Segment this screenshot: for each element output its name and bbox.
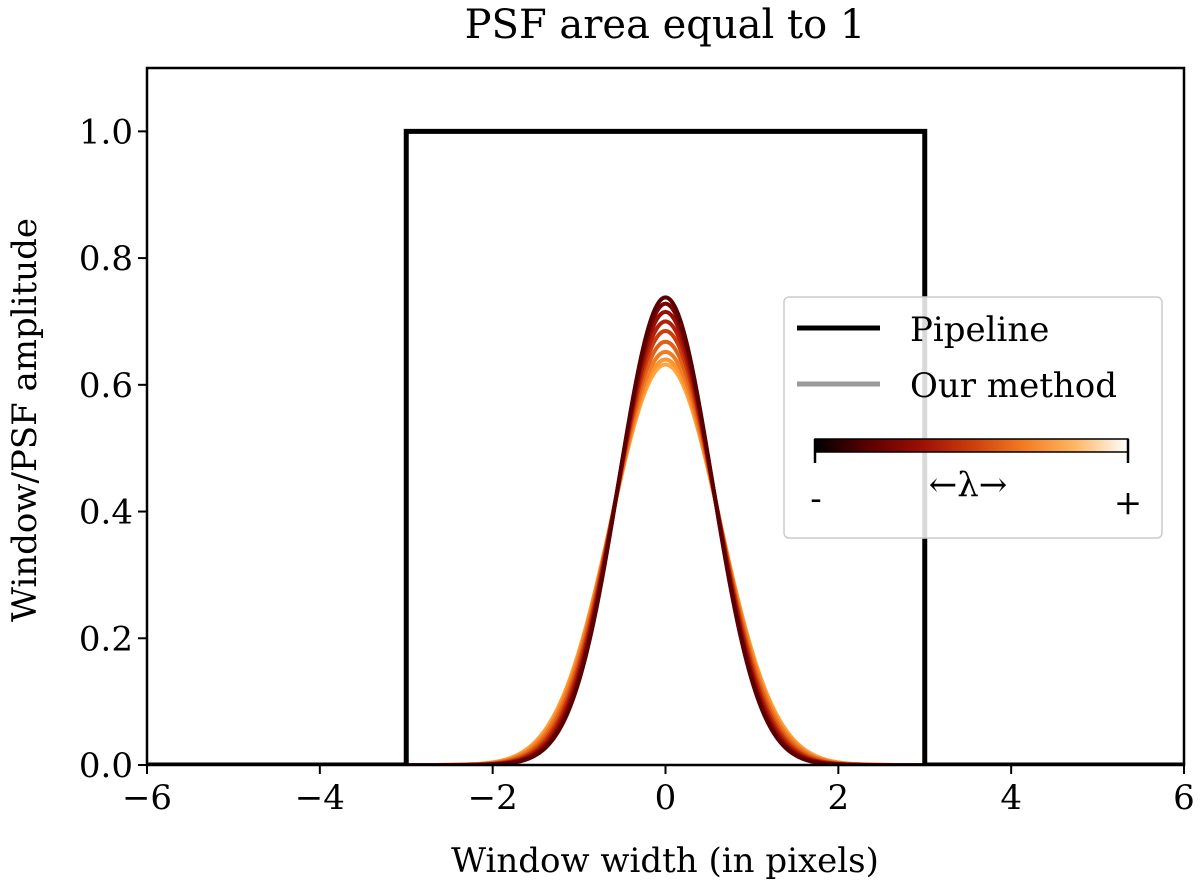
x-tick-label: −6 xyxy=(122,778,172,818)
our-method-curve xyxy=(147,362,1184,765)
our-method-curve xyxy=(147,295,1184,765)
colorbar-lambda-label: ←λ→ xyxy=(929,465,1008,505)
x-axis-ticks: −6 −4 −2 0 2 4 6 xyxy=(122,765,1195,818)
y-tick-label: 0.6 xyxy=(79,366,133,406)
legend: Pipeline Our method - ←λ→ + xyxy=(783,296,1163,539)
our-method-curve xyxy=(147,339,1184,765)
our-method-curve xyxy=(147,357,1184,765)
our-method-curve xyxy=(147,301,1184,765)
colorbar-min-label: - xyxy=(810,479,822,519)
y-tick-label: 0.0 xyxy=(79,746,133,786)
our-method-curve xyxy=(147,349,1184,765)
y-axis-ticks: 0.0 0.2 0.4 0.6 0.8 1.0 xyxy=(79,112,147,786)
legend-label-our-method: Our method xyxy=(910,366,1117,406)
y-tick-label: 1.0 xyxy=(79,112,133,152)
plot-curves xyxy=(147,128,1184,765)
lambda-colorbar xyxy=(814,438,1129,453)
x-tick-label: 0 xyxy=(655,778,677,818)
pipeline-window-line xyxy=(147,128,1184,765)
legend-label-pipeline: Pipeline xyxy=(910,310,1049,350)
y-tick-label: 0.8 xyxy=(79,239,133,279)
x-tick-label: 2 xyxy=(828,778,850,818)
our-method-curve xyxy=(147,328,1184,765)
y-axis-label: Window/PSF amplitude xyxy=(5,218,45,622)
x-tick-label: 4 xyxy=(1000,778,1022,818)
x-axis-label: Window width (in pixels) xyxy=(451,841,879,881)
legend-box xyxy=(783,296,1163,539)
y-tick-label: 0.2 xyxy=(79,619,133,659)
our-method-curve xyxy=(147,319,1184,765)
y-tick-label: 0.4 xyxy=(79,493,133,533)
our-method-curve xyxy=(147,309,1184,765)
x-tick-label: 6 xyxy=(1173,778,1195,818)
x-tick-label: −4 xyxy=(295,778,345,818)
x-tick-label: −2 xyxy=(468,778,518,818)
colorbar-max-label: + xyxy=(1114,483,1143,523)
chart-title: PSF area equal to 1 xyxy=(465,2,866,48)
